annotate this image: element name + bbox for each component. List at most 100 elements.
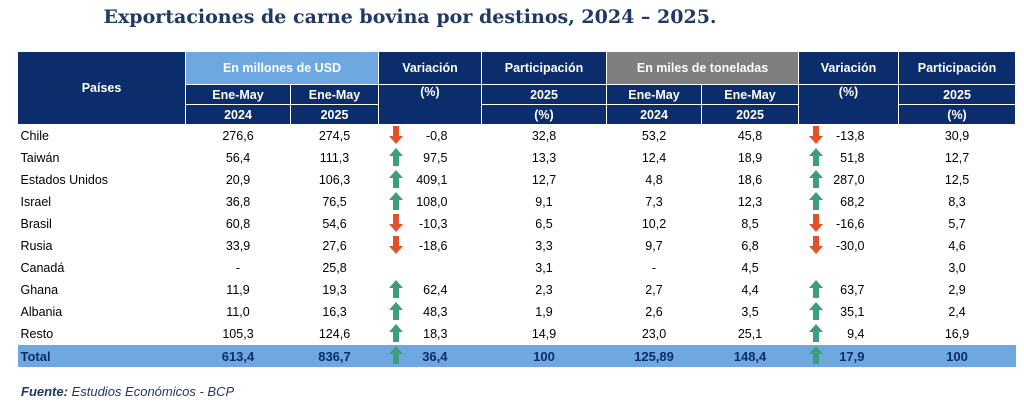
cell-share-tons: 5,7: [899, 213, 1016, 235]
arrow-up-icon: [808, 280, 823, 298]
cell-variation-usd: 409,1: [379, 169, 482, 191]
table-body: Chile 276,6 274,5 -0,8 32,8 53,2 45,8 -13,8 30,9…: [17, 125, 1016, 367]
arrow-up-icon: [808, 170, 823, 188]
cell-share-usd: 1,9: [482, 301, 607, 323]
cell-share-usd-value: 3,1: [535, 261, 553, 275]
cell-variation-tons: 51,8: [799, 147, 899, 169]
cell-variation-tons: 9,4: [799, 323, 899, 345]
cell-share-usd: 32,8: [482, 125, 607, 148]
cell-usd-2024-value: 60,8: [225, 217, 251, 231]
cell-usd-2024-value: 276,6: [222, 129, 254, 143]
cell-variation-usd: 36,4: [378, 345, 482, 367]
cell-country-value: Chile: [20, 129, 50, 143]
arrow-up-icon: [808, 148, 823, 166]
cell-share-tons: 12,5: [899, 169, 1016, 191]
cell-share-tons: 100: [898, 345, 1016, 367]
cell-variation-tons-value: 68,2: [840, 195, 865, 209]
cell-usd-2025: 16,3: [291, 301, 379, 323]
cell-usd-2024-value: 20,9: [225, 173, 251, 187]
cell-usd-2024: 33,9: [186, 235, 291, 257]
cell-variation-tons: -30,0: [799, 235, 899, 257]
arrow-down-icon: [808, 126, 823, 144]
table-row: Israel 36,8 76,5 108,0 9,1 7,3 12,3 68,2 8,3: [18, 191, 1016, 213]
cell-share-usd-value: 1,9: [535, 305, 553, 319]
table-title: Exportaciones de carne bovina por destin…: [103, 6, 717, 28]
cell-tons-2025: 6,8: [702, 235, 799, 257]
header-usd-group: En millones de USD: [185, 51, 379, 85]
cell-usd-2024: 60,8: [186, 213, 291, 235]
cell-usd-2025-value: 25,8: [322, 261, 347, 275]
cell-share-usd: 9,1: [482, 191, 607, 213]
cell-tons-2024: 53,2: [607, 125, 702, 148]
cell-tons-2025-value: 148,4: [733, 348, 767, 364]
cell-share-usd: 3,3: [482, 235, 607, 257]
cell-variation-tons-value: 9,4: [847, 327, 865, 341]
cell-share-usd-value: 13,3: [531, 151, 557, 165]
cell-tons-2025-value: 3,5: [741, 305, 759, 319]
cell-variation-tons-value: 17,9: [839, 348, 865, 364]
cell-usd-2025: 54,6: [291, 213, 379, 235]
cell-tons-2024-value: 9,7: [645, 239, 663, 253]
cell-share-usd: 12,7: [482, 169, 607, 191]
cell-tons-2025: 4,5: [702, 257, 799, 279]
header-tons-2024-year: 2024: [606, 104, 702, 125]
table-row: Chile 276,6 274,5 -0,8 32,8 53,2 45,8 -13,8 30,9: [18, 125, 1016, 148]
arrow-up-icon: [388, 148, 403, 166]
cell-country: Taiwán: [18, 147, 186, 169]
source-text: Estudios Económicos - BCP: [67, 384, 235, 399]
cell-share-tons-value: 12,7: [944, 151, 970, 165]
cell-usd-2024-value: 613,4: [221, 348, 255, 364]
cell-usd-2025-value: 111,3: [319, 151, 350, 165]
cell-usd-2025: 274,5: [291, 125, 379, 148]
source-note: Fuente: Estudios Económicos - BCP: [21, 384, 234, 399]
arrow-up-icon: [808, 192, 823, 210]
arrow-up-icon: [388, 302, 403, 320]
cell-share-tons: 16,9: [899, 323, 1016, 345]
cell-tons-2025: 3,5: [702, 301, 799, 323]
exports-table: Países En millones de USD Variación Part…: [17, 51, 1017, 367]
cell-tons-2024-value: 2,6: [645, 305, 663, 319]
cell-variation-usd-value: -18,6: [419, 239, 448, 253]
cell-usd-2025: 111,3: [291, 147, 379, 169]
cell-variation-usd-value: 108,0: [416, 195, 448, 209]
cell-variation-usd: 18,3: [379, 323, 482, 345]
cell-usd-2024: 20,9: [186, 169, 291, 191]
table-row: Albania 11,0 16,3 48,3 1,9 2,6 3,5 35,1 2,4: [18, 301, 1016, 323]
header-tons-group: En miles de toneladas: [605, 51, 800, 85]
cell-share-tons-value: 2,4: [948, 305, 966, 319]
cell-variation-tons-value: -30,0: [836, 239, 865, 253]
header-tons-2024-period: Ene-May: [606, 84, 702, 105]
cell-tons-2024-value: 2,7: [645, 283, 663, 297]
cell-country: Israel: [18, 191, 186, 213]
arrow-down-icon: [388, 236, 403, 254]
cell-usd-2025-value: 54,6: [322, 217, 347, 231]
cell-variation-tons: 68,2: [799, 191, 899, 213]
cell-variation-usd-value: 409,1: [416, 173, 448, 187]
cell-country-value: Taiwán: [20, 151, 60, 165]
cell-variation-tons: [799, 257, 899, 279]
cell-variation-tons: 63,7: [799, 279, 899, 301]
arrow-down-icon: [808, 214, 823, 232]
cell-tons-2024-value: 23,0: [641, 327, 667, 341]
header-variation-usd-unit: (%): [378, 84, 482, 125]
cell-usd-2024: 36,8: [186, 191, 291, 213]
cell-share-usd-value: 9,1: [535, 195, 553, 209]
cell-variation-tons: 17,9: [798, 345, 899, 367]
cell-variation-usd: [379, 257, 482, 279]
arrow-up-icon: [388, 170, 403, 188]
cell-variation-tons-value: 287,0: [833, 173, 865, 187]
cell-tons-2024: 4,8: [607, 169, 702, 191]
cell-usd-2024-value: 11,9: [226, 283, 250, 297]
cell-tons-2024-value: 4,8: [645, 173, 663, 187]
cell-tons-2024: 23,0: [607, 323, 702, 345]
table-row: Taiwán 56,4 111,3 97,5 13,3 12,4 18,9 51,8 12,7: [18, 147, 1016, 169]
cell-variation-usd: 97,5: [379, 147, 482, 169]
cell-usd-2024-value: 11,0: [226, 305, 250, 319]
cell-usd-2024-value: 36,8: [225, 195, 251, 209]
cell-usd-2024: -: [186, 257, 291, 279]
cell-variation-usd: -10,3: [379, 213, 482, 235]
cell-tons-2025: 18,9: [702, 147, 799, 169]
cell-tons-2025-value: 18,9: [737, 151, 763, 165]
cell-variation-usd-value: 48,3: [423, 305, 448, 319]
cell-tons-2024-value: -: [651, 261, 657, 275]
